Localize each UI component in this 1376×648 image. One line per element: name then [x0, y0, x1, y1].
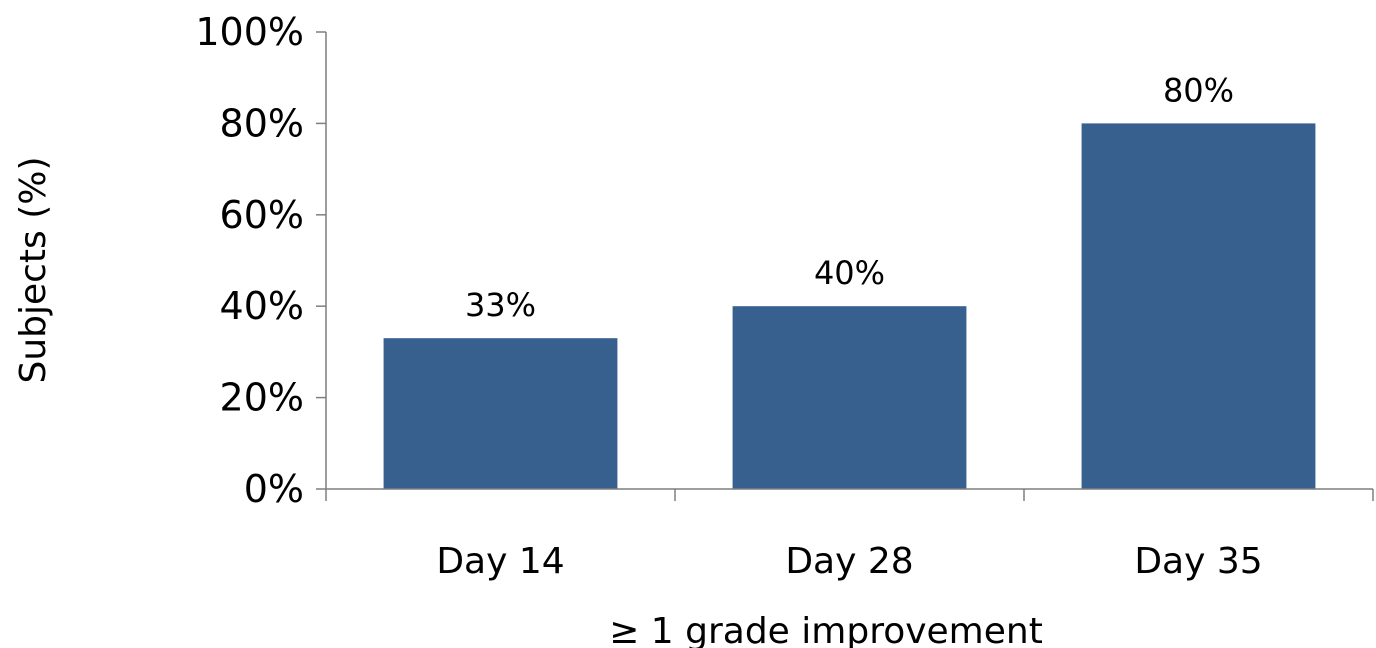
- x-category-label: Day 35: [1134, 541, 1262, 582]
- bars-group: 33% 40% 80%: [383, 71, 1316, 490]
- x-category-label: Day 28: [785, 541, 913, 582]
- x-category-label: Day 14: [436, 541, 564, 582]
- y-tick-label: 60%: [220, 193, 304, 237]
- y-tick-label: 100%: [195, 10, 304, 54]
- bar-value-label: 80%: [1163, 71, 1234, 109]
- y-tick-label: 0%: [244, 467, 304, 511]
- y-axis-ticks: 0% 20% 40% 60% 80% 100%: [195, 10, 326, 511]
- bar: [732, 306, 967, 489]
- y-tick-label: 80%: [220, 101, 304, 145]
- y-tick-label: 40%: [220, 284, 304, 328]
- y-tick-label: 20%: [220, 376, 304, 420]
- bar: [383, 338, 618, 489]
- x-axis-title: ≥ 1 grade improvement: [609, 611, 1043, 648]
- bar-value-label: 40%: [814, 254, 885, 292]
- y-axis-title: Subjects (%): [13, 156, 54, 383]
- bar: [1081, 123, 1316, 490]
- bar-value-label: 33%: [465, 286, 536, 324]
- x-axis-ticks: Day 14 Day 28 Day 35: [325, 489, 1374, 582]
